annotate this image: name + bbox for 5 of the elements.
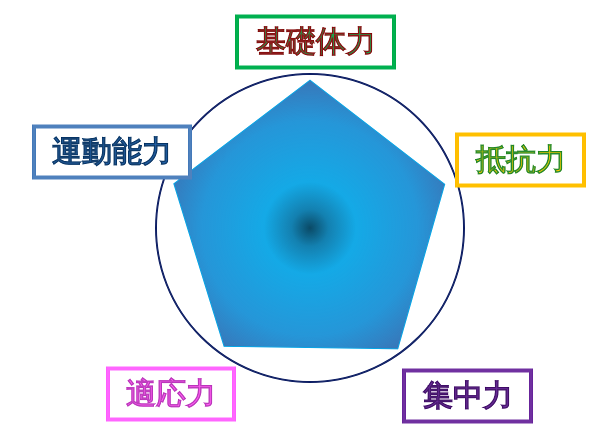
spoke-label: 抵抗力 [475,142,566,178]
spoke-label: 適応力 [126,376,216,412]
spoke-label: 運動能力 [52,134,172,170]
spoke-label: 基礎体力 [255,24,376,60]
spoke-label: 集中力 [422,378,513,414]
